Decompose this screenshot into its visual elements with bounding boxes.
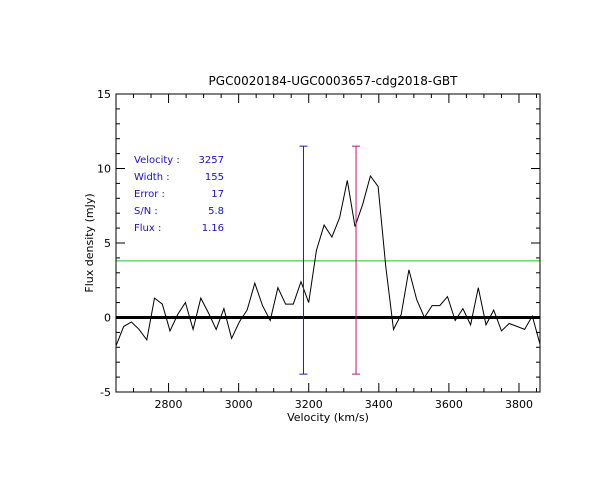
y-tick-label: 0: [104, 312, 111, 325]
annotation-label: Velocity :: [134, 155, 180, 166]
annotation-value: 3257: [199, 155, 224, 166]
chart-title: PGC0020184-UGC0003657-cdg2018-GBT: [209, 74, 459, 88]
x-tick-label: 3800: [505, 398, 533, 411]
x-tick-label: 3000: [225, 398, 253, 411]
x-tick-label: 3600: [435, 398, 463, 411]
y-tick-label: 10: [97, 163, 111, 176]
y-tick-label: -5: [100, 386, 111, 399]
annotation-label: Error :: [134, 189, 165, 200]
annotation-label: S/N :: [134, 206, 158, 217]
x-tick-label: 3200: [295, 398, 323, 411]
annotation-label: Flux :: [134, 223, 161, 234]
annotation-value: 17: [211, 189, 224, 200]
annotation-value: 5.8: [208, 206, 224, 217]
y-tick-label: 15: [97, 88, 111, 101]
x-tick-label: 2800: [155, 398, 183, 411]
spectrum-line: [115, 174, 541, 346]
annotation-label: Width :: [134, 172, 170, 183]
plot-frame: [115, 93, 541, 393]
annotation-value: 1.16: [202, 223, 224, 234]
y-axis-label: Flux density (mJy): [83, 193, 96, 292]
x-tick-label: 3400: [365, 398, 393, 411]
fit-results: Velocity : 3257 Width : 155 Error : 17 S/N : 5.…: [134, 155, 224, 234]
y-tick-label: 5: [104, 237, 111, 250]
x-axis-label: Velocity (km/s): [287, 411, 369, 424]
annotation-value: 155: [205, 172, 224, 183]
